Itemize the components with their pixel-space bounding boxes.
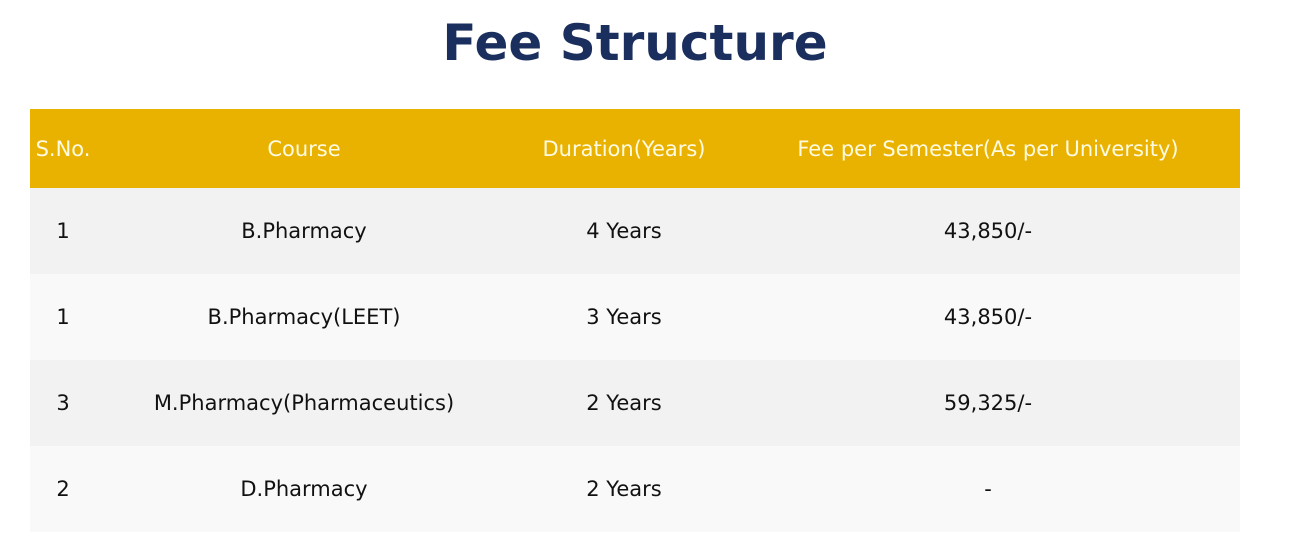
cell-fee: - — [736, 446, 1240, 532]
cell-course: D.Pharmacy — [96, 446, 512, 532]
fee-table: S.No. Course Duration(Years) Fee per Sem… — [30, 109, 1240, 532]
table-header-row: S.No. Course Duration(Years) Fee per Sem… — [30, 109, 1240, 188]
page-title: Fee Structure — [442, 14, 828, 72]
cell-fee: 43,850/- — [736, 188, 1240, 274]
cell-sno: 1 — [30, 188, 96, 274]
cell-sno: 3 — [30, 360, 96, 446]
cell-course: B.Pharmacy(LEET) — [96, 274, 512, 360]
header-fee: Fee per Semester(As per University) — [736, 109, 1240, 188]
cell-course: M.Pharmacy(Pharmaceutics) — [96, 360, 512, 446]
header-sno: S.No. — [30, 109, 96, 188]
header-duration: Duration(Years) — [512, 109, 736, 188]
cell-fee: 59,325/- — [736, 360, 1240, 446]
cell-duration: 3 Years — [512, 274, 736, 360]
table-row: 1 B.Pharmacy 4 Years 43,850/- — [30, 188, 1240, 274]
cell-duration: 4 Years — [512, 188, 736, 274]
table-row: 3 M.Pharmacy(Pharmaceutics) 2 Years 59,325/… — [30, 360, 1240, 446]
header-course: Course — [96, 109, 512, 188]
cell-sno: 1 — [30, 274, 96, 360]
table-row: 2 D.Pharmacy 2 Years - — [30, 446, 1240, 532]
table-row: 1 B.Pharmacy(LEET) 3 Years 43,850/- — [30, 274, 1240, 360]
cell-course: B.Pharmacy — [96, 188, 512, 274]
cell-duration: 2 Years — [512, 360, 736, 446]
cell-sno: 2 — [30, 446, 96, 532]
cell-fee: 43,850/- — [736, 274, 1240, 360]
cell-duration: 2 Years — [512, 446, 736, 532]
